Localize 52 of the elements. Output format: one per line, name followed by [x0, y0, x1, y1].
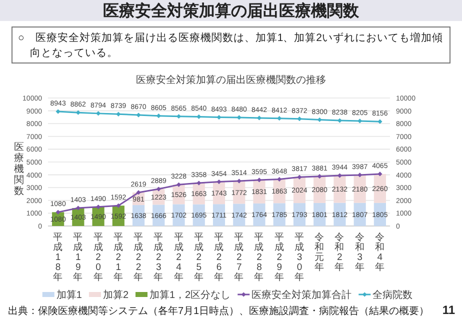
- point: [196, 180, 202, 186]
- x-tick-label: 平成26年: [214, 232, 224, 283]
- x-tick-label: 平成19年: [73, 232, 84, 283]
- point: [56, 109, 60, 114]
- point: [236, 178, 242, 184]
- legend-label: 加算1: [56, 289, 82, 301]
- x-tick-label: 平成27年: [234, 232, 244, 283]
- chart-subtitle: 医療安全対策加算の届出医療機関数の推移: [136, 74, 326, 86]
- x-tick-label: 令和2年: [334, 231, 345, 273]
- x-tick-label: 平成30年: [294, 232, 304, 283]
- point: [317, 174, 322, 179]
- y-axis-title: 医療機関数: [14, 142, 24, 197]
- x-tick-label: 令和元年: [314, 231, 325, 273]
- x-tick-label: 平成24年: [174, 232, 184, 283]
- point: [317, 117, 322, 122]
- legend-label: 医療安全対策加算合計: [252, 289, 352, 301]
- legend-label: 加算2: [102, 289, 129, 301]
- point: [196, 114, 202, 119]
- x-tick-label: 平成21年: [113, 232, 124, 283]
- legend-label: 加算1，2区分なし: [150, 289, 231, 301]
- point: [76, 110, 80, 115]
- point: [236, 115, 242, 120]
- point: [176, 182, 182, 187]
- x-tick-label: 令和3年: [354, 231, 365, 273]
- x-tick-label: 令和4年: [374, 231, 385, 273]
- point: [56, 210, 60, 214]
- bar: [253, 203, 266, 226]
- point: [136, 190, 141, 195]
- x-tick-label: 平成29年: [274, 232, 284, 283]
- point: [297, 174, 302, 180]
- point: [297, 116, 302, 122]
- point: [277, 116, 282, 121]
- text: ○ 医療安全対策加算を届け出る医療機関数は、加算1、加算2いずれにおいても増加傾向となっている。: [18, 31, 444, 59]
- bar: [172, 204, 185, 226]
- point: [116, 203, 121, 208]
- text: 11: [442, 303, 456, 317]
- legend-label: 全病院数: [372, 289, 413, 301]
- point: [136, 112, 141, 118]
- point: [277, 177, 282, 182]
- source-note: 出典：保険医療機関等システム（各年7月1日時点）、医療施設調査・病院報告（結果の概要）: [8, 305, 430, 317]
- x-tick-label: 平成20年: [93, 232, 104, 283]
- x-tick-label: 平成22年: [134, 232, 144, 283]
- x-tick-label: 平成28年: [254, 232, 264, 283]
- point: [378, 172, 382, 176]
- x-tick-label: 平成25年: [194, 232, 204, 283]
- point: [378, 119, 382, 124]
- x-tick-label: 平成18年: [53, 232, 64, 283]
- point: [156, 186, 161, 192]
- point: [216, 179, 222, 184]
- point: [76, 206, 80, 210]
- x-tick-label: 平成23年: [154, 232, 164, 283]
- chart-title: 医療安全対策加算の届出医療機関数: [103, 1, 360, 20]
